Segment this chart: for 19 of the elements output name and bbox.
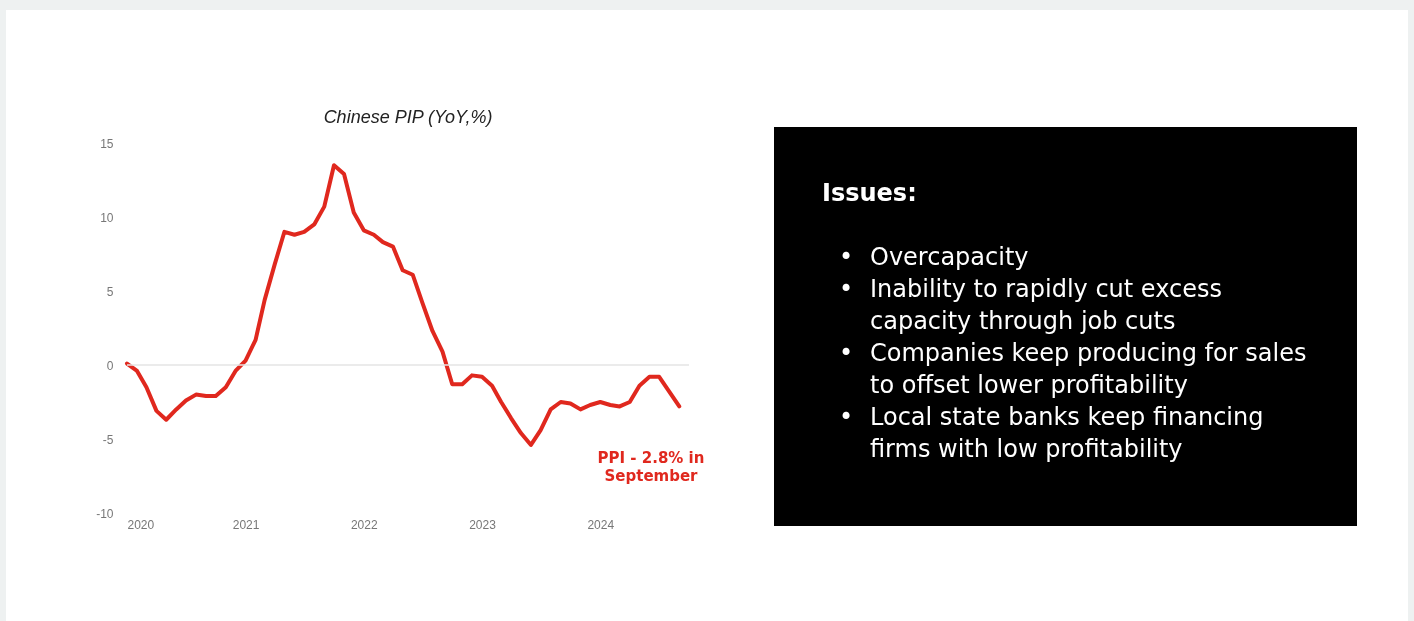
y-tick-label: -5: [102, 432, 114, 447]
line-series: [125, 163, 682, 447]
x-tick-label: 2020: [127, 517, 155, 532]
x-tick-label: 2023: [469, 517, 497, 532]
text: • Inability to rapidly cut excess capacity through job cuts: [837, 274, 1223, 337]
x-tick-label: 2022: [350, 517, 378, 532]
text: Issues:: [822, 179, 918, 207]
chart-title: Chinese PIP (YoY,%): [323, 107, 493, 127]
y-tick-label: 0: [106, 358, 114, 373]
text: • Companies keep producing for sales to offset lower profitability: [837, 338, 1308, 401]
x-tick-label: 2021: [232, 517, 260, 532]
y-tick-label: 5: [106, 284, 114, 299]
y-tick-label: -10: [96, 506, 114, 521]
y-tick-label: 15: [100, 136, 114, 151]
x-tick-label: 2024: [587, 517, 615, 532]
text: • Local state banks keep financing firms with low profitability: [837, 402, 1265, 465]
y-tick-label: 10: [100, 210, 114, 225]
annotation: PPI - 2.8% in September: [597, 449, 705, 485]
text: • Overcapacity: [837, 242, 1030, 273]
